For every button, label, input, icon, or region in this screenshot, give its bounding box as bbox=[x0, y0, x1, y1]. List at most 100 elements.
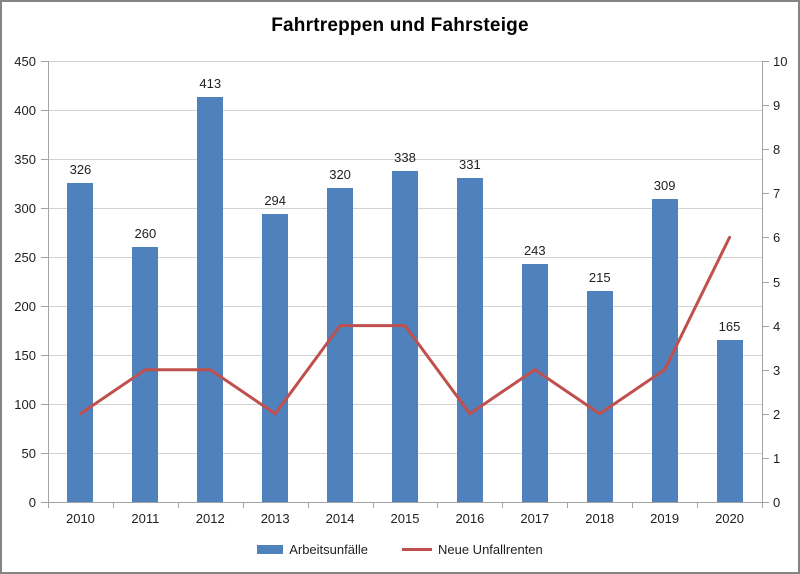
right-axis-tick bbox=[762, 325, 769, 327]
x-axis-tick bbox=[112, 502, 114, 508]
bar-2010 bbox=[67, 182, 94, 502]
bar-value-label: 243 bbox=[523, 242, 546, 258]
right-axis-tick bbox=[762, 237, 769, 239]
bar-value-label: 165 bbox=[718, 319, 741, 335]
right-axis-tick-label: 1 bbox=[773, 450, 781, 466]
bar-value-label: 320 bbox=[329, 167, 351, 183]
gridline bbox=[48, 110, 762, 111]
x-axis-tick bbox=[372, 502, 374, 508]
bar-2019 bbox=[651, 199, 678, 502]
bar-2020 bbox=[716, 340, 743, 502]
right-axis-tick-label: 0 bbox=[773, 495, 781, 510]
gridline bbox=[48, 159, 762, 160]
left-axis-tick bbox=[41, 110, 48, 111]
left-axis-tick bbox=[41, 61, 48, 62]
legend-label-neue-unfallrenten: Neue Unfallrenten bbox=[437, 542, 543, 557]
bar-value-label: 260 bbox=[134, 226, 157, 242]
x-axis-label: 2013 bbox=[260, 511, 290, 526]
x-axis-tick bbox=[762, 502, 763, 508]
left-axis-tick bbox=[41, 208, 48, 209]
right-axis-tick-label: 2 bbox=[773, 406, 781, 422]
bar-2016 bbox=[456, 177, 483, 502]
x-axis-label: 2017 bbox=[520, 511, 550, 526]
bar-2014 bbox=[327, 188, 354, 502]
left-axis-tick-label: 100 bbox=[14, 397, 36, 412]
right-axis-tick bbox=[762, 281, 769, 283]
bar-2013 bbox=[262, 213, 289, 502]
right-axis-tick bbox=[762, 369, 769, 371]
right-axis-tick-label: 3 bbox=[773, 362, 781, 378]
bar-series-swatch bbox=[257, 545, 284, 554]
left-axis-tick-label: 450 bbox=[14, 54, 36, 69]
legend-item-neue-unfallrenten: Neue Unfallrenten bbox=[401, 542, 543, 557]
x-axis-label: 2011 bbox=[131, 511, 160, 526]
right-axis-tick-label: 5 bbox=[773, 274, 781, 290]
left-axis-tick bbox=[41, 355, 48, 356]
x-axis-tick bbox=[502, 502, 504, 508]
x-axis-tick bbox=[242, 502, 244, 508]
x-axis-tick bbox=[697, 502, 699, 508]
chart-title: Fahrtreppen und Fahrsteige bbox=[271, 15, 529, 36]
x-axis-tick bbox=[48, 502, 49, 508]
gridline bbox=[48, 61, 762, 62]
x-axis-tick bbox=[632, 502, 634, 508]
right-axis-tick-label: 4 bbox=[773, 318, 781, 334]
line-series-swatch bbox=[401, 548, 432, 551]
x-axis-label: 2015 bbox=[390, 511, 420, 526]
left-axis-tick bbox=[41, 404, 48, 405]
right-axis-tick-label: 8 bbox=[773, 142, 781, 158]
bar-2011 bbox=[132, 247, 159, 502]
x-axis-label: 2020 bbox=[715, 511, 744, 526]
bar-value-label: 326 bbox=[69, 161, 92, 177]
left-axis-tick bbox=[41, 306, 48, 307]
bar-value-label: 413 bbox=[199, 76, 222, 92]
right-axis-line bbox=[762, 61, 763, 502]
x-axis-tick bbox=[177, 502, 179, 508]
right-axis-tick-label: 7 bbox=[773, 186, 781, 202]
right-axis-tick bbox=[762, 61, 769, 62]
left-axis-tick-label: 50 bbox=[21, 446, 36, 461]
left-axis-tick-label: 200 bbox=[14, 299, 36, 314]
right-axis-tick bbox=[762, 502, 769, 503]
left-axis-tick-label: 350 bbox=[14, 152, 36, 167]
bar-2017 bbox=[521, 263, 548, 502]
left-axis-tick-label: 250 bbox=[14, 250, 36, 265]
x-axis-line bbox=[48, 502, 762, 503]
legend: Arbeitsunfälle Neue Unfallrenten bbox=[2, 542, 798, 557]
left-axis-tick-label: 150 bbox=[14, 348, 36, 363]
x-axis-label: 2019 bbox=[650, 511, 680, 526]
legend-label-arbeitsunfaelle: Arbeitsunfälle bbox=[289, 542, 368, 557]
left-axis-tick-label: 400 bbox=[14, 103, 36, 118]
x-axis-label: 2010 bbox=[65, 511, 95, 526]
x-axis-label: 2014 bbox=[325, 511, 355, 526]
right-axis-tick bbox=[762, 105, 769, 107]
bar-value-label: 338 bbox=[394, 149, 416, 165]
bar-2018 bbox=[586, 291, 613, 502]
left-axis-tick bbox=[41, 502, 48, 503]
x-axis-tick bbox=[307, 502, 309, 508]
bar-value-label: 331 bbox=[459, 156, 481, 172]
bar-value-label: 294 bbox=[264, 192, 287, 208]
left-axis-tick bbox=[41, 159, 48, 160]
x-axis-label: 2016 bbox=[455, 511, 485, 526]
left-axis-tick bbox=[41, 257, 48, 258]
legend-item-arbeitsunfaelle: Arbeitsunfälle bbox=[257, 542, 368, 557]
x-axis-tick bbox=[437, 502, 439, 508]
left-axis-line bbox=[48, 61, 49, 502]
bar-2012 bbox=[197, 97, 224, 502]
left-axis-tick-label: 0 bbox=[28, 495, 36, 510]
bar-value-label: 309 bbox=[653, 178, 676, 194]
right-axis-tick bbox=[762, 457, 769, 459]
x-axis-label: 2012 bbox=[195, 511, 225, 526]
right-axis-tick bbox=[762, 413, 769, 415]
bar-value-label: 215 bbox=[588, 270, 611, 286]
right-axis-tick-label: 10 bbox=[773, 54, 788, 69]
right-axis-tick-label: 6 bbox=[773, 230, 781, 246]
right-axis-tick-label: 9 bbox=[773, 98, 781, 114]
x-axis-label: 2018 bbox=[585, 511, 615, 526]
left-axis-tick-label: 300 bbox=[14, 201, 36, 216]
right-axis-tick bbox=[762, 149, 769, 151]
bar-2015 bbox=[392, 170, 418, 502]
